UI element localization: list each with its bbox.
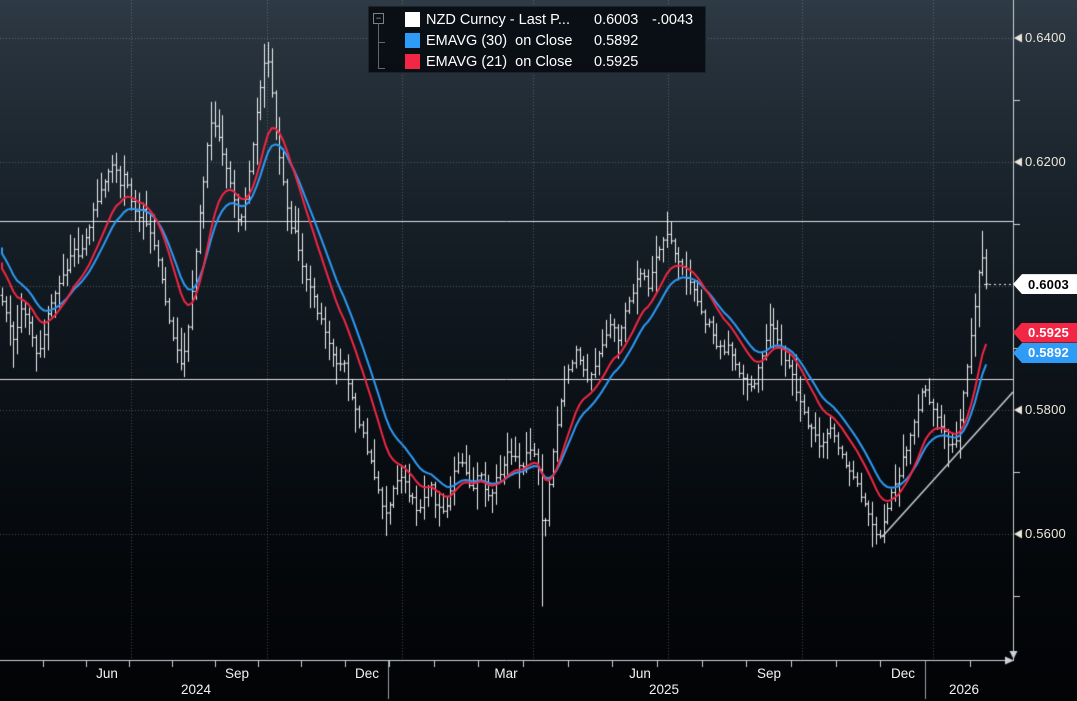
legend-series-label: EMAVG (21) on Close [426, 53, 573, 70]
legend-tree-connector [378, 23, 379, 69]
y-axis-tick-label: 0.5800 [1025, 402, 1066, 417]
price-tag-emavg-21: 0.5925 [1013, 322, 1077, 343]
x-axis-month-label: Sep [224, 666, 250, 681]
x-axis-month-label: Dec [890, 666, 916, 681]
x-axis-month-label: Dec [354, 666, 380, 681]
y-axis-tick-label: 0.6400 [1025, 30, 1066, 45]
legend-tree-connector [378, 42, 385, 43]
legend-series-value: 0.5925 [594, 53, 639, 70]
y-axis-tick-label: 0.5600 [1025, 526, 1066, 541]
legend-row-price[interactable]: NZD Curncy - Last P... 0.6003 -.0043 [405, 9, 701, 30]
legend-row-emavg-30[interactable]: EMAVG (30) on Close 0.5892 [405, 30, 701, 51]
x-axis-month-label: Mar [494, 666, 518, 681]
y-axis-tick-label: 0.6200 [1025, 154, 1066, 169]
price-tag-value: 0.6003 [1028, 276, 1069, 292]
price-tag-value: 0.5892 [1028, 345, 1069, 361]
legend-color-swatch [405, 33, 420, 48]
x-axis-month-label: Sep [756, 666, 782, 681]
x-axis-year-label: 2024 [180, 682, 212, 697]
legend-series-label: NZD Curncy - Last P... [426, 11, 570, 28]
legend-series-value: 0.6003 [594, 11, 639, 28]
chart-legend: − NZD Curncy - Last P... 0.6003 -.0043 EMAV… [368, 6, 706, 73]
legend-series-value: 0.5892 [594, 32, 639, 49]
x-axis-year-label: 2025 [648, 682, 680, 697]
legend-series-label: EMAVG (30) on Close [426, 32, 573, 49]
legend-row-emavg-21[interactable]: EMAVG (21) on Close 0.5925 [405, 51, 701, 72]
x-axis-month-label: Jun [96, 666, 118, 681]
x-axis-year-label: 2026 [948, 682, 980, 697]
price-tag-last-price: 0.6003 [1013, 274, 1077, 295]
legend-color-swatch [405, 12, 420, 27]
legend-series-change: -.0043 [652, 11, 694, 28]
price-tag-emavg-30: 0.5892 [1013, 342, 1077, 363]
x-axis-month-label: Jun [629, 666, 651, 681]
legend-color-swatch [405, 54, 420, 69]
price-tag-value: 0.5925 [1028, 325, 1069, 340]
legend-tree-connector [378, 68, 385, 69]
